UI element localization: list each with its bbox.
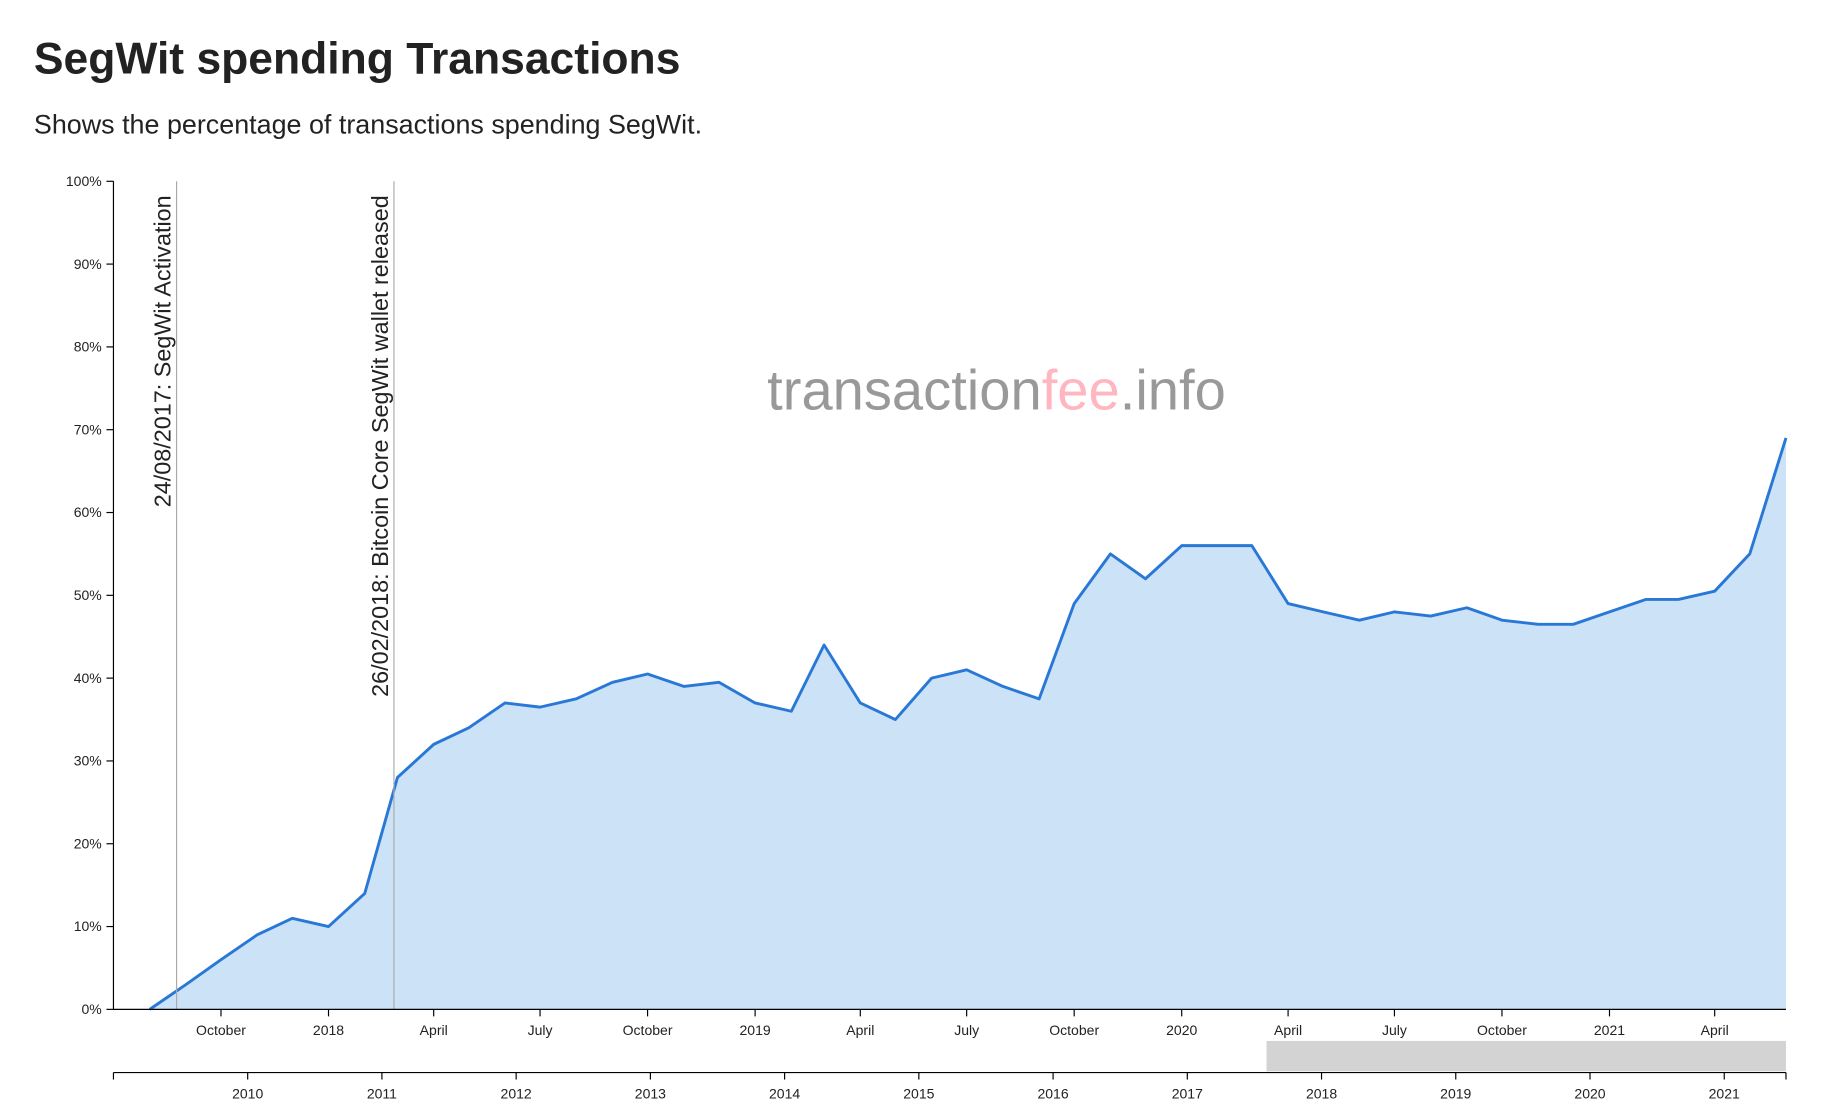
- y-tick-label: 100%: [66, 173, 102, 189]
- x-tick-label: April: [846, 1022, 874, 1038]
- overview-tick-label: 2013: [635, 1085, 666, 1101]
- x-tick-label: October: [196, 1022, 246, 1038]
- x-tick-label: July: [528, 1022, 553, 1038]
- overview-tick-label: 2015: [903, 1085, 934, 1101]
- overview-tick-label: 2017: [1172, 1085, 1203, 1101]
- overview-tick-label: 2010: [232, 1085, 263, 1101]
- watermark-part: transaction: [767, 358, 1042, 421]
- chart-subtitle: Shows the percentage of transactions spe…: [34, 109, 702, 139]
- chart-root: SegWit spending Transactions Shows the p…: [34, 35, 1788, 1101]
- watermark: transactionfee.info: [767, 358, 1226, 421]
- y-tick-label: 10%: [74, 918, 102, 934]
- x-tick-label: April: [420, 1022, 448, 1038]
- x-tick-label: 2018: [313, 1022, 344, 1038]
- watermark-part: .info: [1120, 358, 1226, 421]
- y-tick-label: 40%: [74, 670, 102, 686]
- x-tick-label: October: [1477, 1022, 1527, 1038]
- y-tick-label: 20%: [74, 835, 102, 851]
- x-tick-label: 2019: [740, 1022, 771, 1038]
- annotation-label: 24/08/2017: SegWit Activation: [150, 195, 176, 507]
- overview-tick-label: 2012: [501, 1085, 532, 1101]
- overview-tick-label: 2016: [1037, 1085, 1068, 1101]
- overview-tick-label: 2014: [769, 1085, 800, 1101]
- x-tick-label: 2020: [1166, 1022, 1197, 1038]
- x-tick-label: 2021: [1594, 1022, 1625, 1038]
- overview-tick-label: 2019: [1440, 1085, 1471, 1101]
- y-tick-label: 80%: [74, 339, 102, 355]
- overview-tick-label: 2011: [367, 1085, 397, 1101]
- overview-selection: [1266, 1040, 1786, 1072]
- y-tick-label: 30%: [74, 753, 102, 769]
- x-tick-label: October: [1049, 1022, 1099, 1038]
- y-tick-label: 90%: [74, 256, 102, 272]
- overview-tick-label: 2020: [1574, 1085, 1605, 1101]
- chart-title: SegWit spending Transactions: [34, 35, 681, 84]
- overview-tick-label: 2021: [1709, 1085, 1740, 1101]
- line: [148, 437, 1788, 1011]
- x-tick-label: April: [1701, 1022, 1729, 1038]
- x-tick-label: April: [1274, 1022, 1302, 1038]
- y-tick-label: 50%: [74, 587, 102, 603]
- x-tick-label: October: [623, 1022, 673, 1038]
- y-tick-label: 60%: [74, 504, 102, 520]
- overview-tick-label: 2018: [1306, 1085, 1337, 1101]
- area: [149, 437, 1786, 1010]
- annotation-label: 26/02/2018: Bitcoin Core SegWit wallet r…: [367, 195, 393, 697]
- y-tick-label: 70%: [74, 421, 102, 437]
- x-tick-label: July: [954, 1022, 979, 1038]
- watermark-part: fee: [1042, 358, 1120, 421]
- y-tick-label: 0%: [81, 1001, 101, 1017]
- x-tick-label: July: [1382, 1022, 1407, 1038]
